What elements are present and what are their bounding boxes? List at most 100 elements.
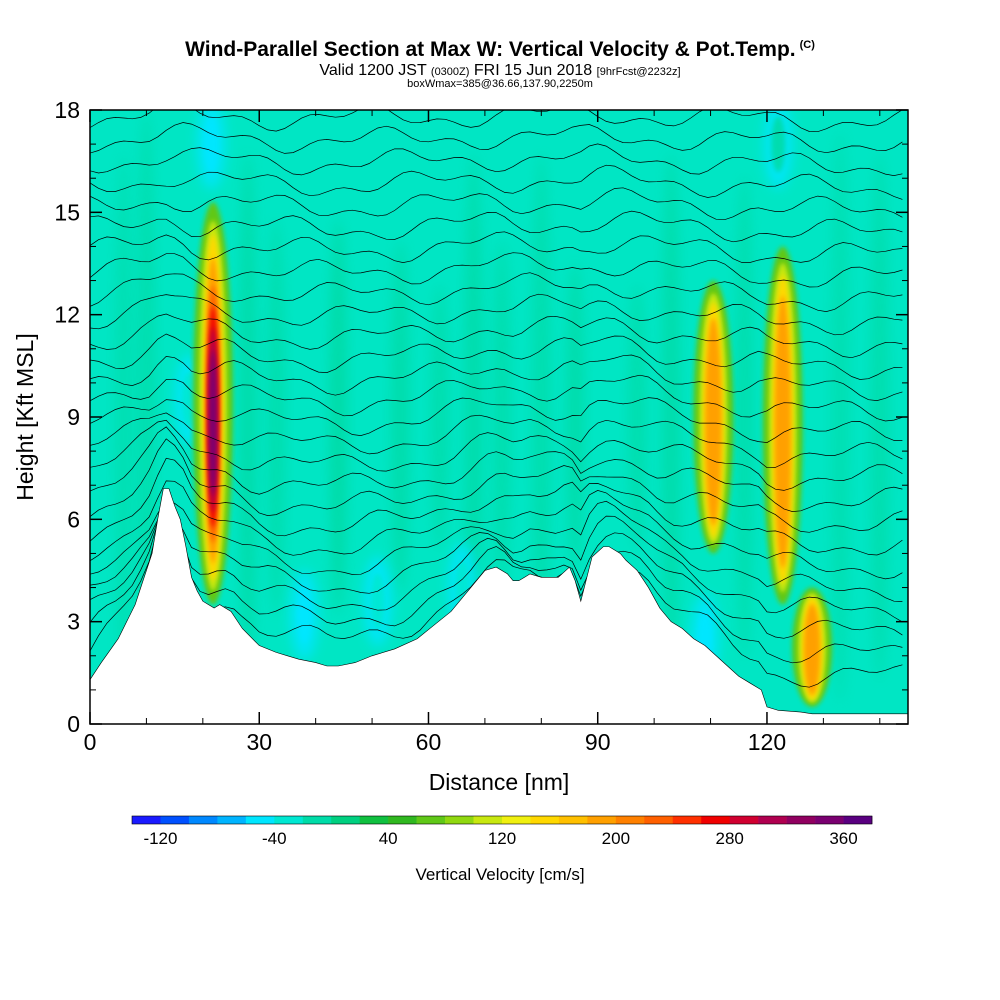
theta-contour (90, 499, 903, 602)
colorbar-swatch (786, 816, 816, 824)
chart-title: Wind-Parallel Section at Max W: Vertical… (185, 38, 815, 61)
w-texture-band (238, 153, 257, 681)
theta-contour (90, 252, 903, 288)
w-texture-band (532, 153, 551, 681)
colorbar-tick-label: -40 (262, 829, 287, 848)
y-tick-label: 3 (67, 609, 80, 635)
theta-contour (90, 293, 903, 336)
y-tick-label: 6 (67, 506, 80, 532)
y-tick-label: 12 (54, 302, 80, 328)
theta-contour (90, 164, 903, 200)
colorbar-swatch (815, 816, 844, 824)
y-tick-label: 15 (54, 199, 80, 225)
colorbar-swatch (558, 816, 588, 824)
theta-contour (90, 438, 903, 533)
theta-contour (90, 374, 903, 422)
theta-contour (90, 210, 903, 243)
colorbar-swatch (416, 816, 446, 824)
theta-contour (90, 508, 903, 623)
colorbar-tick-label: 40 (379, 829, 398, 848)
colorbar-swatch (701, 816, 730, 824)
w-texture-band (267, 219, 286, 615)
updraft-plume (705, 318, 722, 526)
colorbar-swatch (615, 816, 645, 824)
colorbar-swatch (359, 816, 389, 824)
w-texture-band (831, 131, 850, 703)
colorbar-swatch (644, 816, 674, 824)
x-tick-label: 30 (246, 729, 272, 755)
colorbar-swatch (274, 816, 304, 824)
y-axis-label: Height [Kft MSL] (12, 333, 38, 500)
colorbar-tick-label: 200 (602, 829, 630, 848)
downdraft-core (181, 371, 196, 428)
colorbar-swatch (160, 816, 190, 824)
y-tick-label: 9 (67, 404, 80, 430)
colorbar-swatch (188, 816, 218, 824)
updraft-plume (804, 604, 821, 695)
downdraft-core (204, 116, 219, 173)
colorbar-frame (131, 815, 873, 825)
w-texture-band (566, 263, 585, 571)
w-texture-band (329, 219, 348, 615)
theta-contour (90, 143, 903, 176)
plot-area (90, 110, 908, 724)
theta-contour (90, 231, 903, 263)
theta-contour (90, 313, 903, 359)
colorbar-swatch (245, 816, 275, 824)
theta-contour (90, 480, 903, 580)
colorbar-swatch (217, 816, 247, 824)
chart-subtitle: Valid 1200 JST (0300Z) FRI 15 Jun 2018 [… (319, 62, 681, 79)
colorbar-swatch (672, 816, 702, 824)
colorbar-label: Vertical Velocity [cm/s] (415, 865, 584, 884)
colorbar-swatch (473, 816, 503, 824)
colorbar-swatch (331, 816, 360, 824)
downdraft-core (771, 116, 786, 173)
colorbar-swatch (302, 816, 332, 824)
w-texture-band (662, 153, 681, 681)
colorbar-tick-label: -120 (143, 829, 177, 848)
downdraft-core (297, 586, 312, 643)
x-tick-label: 60 (416, 729, 442, 755)
theta-contour (90, 503, 903, 688)
colorbar-tick-label: 120 (488, 829, 516, 848)
w-texture-band (628, 285, 647, 549)
theta-contour (90, 354, 903, 401)
theta-contour (90, 504, 903, 664)
colorbar-swatch (445, 816, 474, 824)
theta-contour (90, 187, 903, 221)
x-tick-label: 0 (84, 729, 97, 755)
theta-contour (90, 272, 903, 312)
updraft-plume (774, 295, 791, 569)
copyright-mark: (C) (799, 39, 815, 51)
colorbar-swatch (502, 816, 531, 824)
colorbar-swatch (388, 816, 417, 824)
w-texture-band (114, 153, 133, 681)
colorbar-swatch (843, 816, 873, 824)
updraft-plume (209, 350, 217, 496)
w-texture-band (430, 285, 449, 549)
colorbar-tick-label: 280 (716, 829, 744, 848)
colorbar-swatch (587, 816, 617, 824)
theta-contour (90, 426, 903, 512)
colorbar-swatch (758, 816, 787, 824)
colorbar-swatch (530, 816, 560, 824)
theta-contour (90, 397, 903, 443)
w-texture-band (391, 241, 410, 593)
chart-box-info: boxWmax=385@36.66,137.90,2250m (407, 78, 593, 90)
colorbar-tick-label: 360 (829, 829, 857, 848)
theta-contour (90, 122, 903, 154)
x-tick-label: 90 (585, 729, 611, 755)
w-texture-band (870, 153, 889, 681)
colorbar-swatch (132, 816, 161, 824)
colorbar-swatch (729, 816, 759, 824)
colorbar: -120 -40 40 120 200 280 360 (131, 815, 873, 848)
theta-contour (90, 412, 903, 469)
theta-contour (90, 508, 903, 639)
theta-contour (90, 333, 903, 380)
y-tick-label: 18 (54, 97, 80, 123)
downdraft-core (370, 573, 385, 630)
x-tick-label: 120 (748, 729, 786, 755)
w-texture-band (492, 241, 511, 593)
x-axis-label: Distance [nm] (429, 769, 570, 795)
